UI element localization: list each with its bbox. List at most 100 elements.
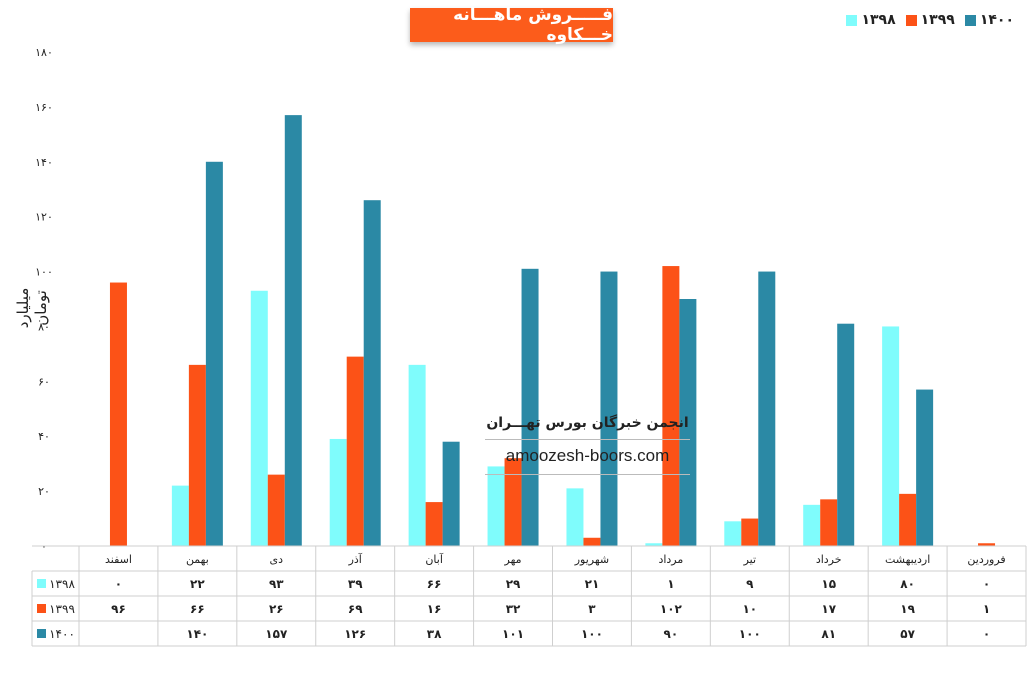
- table-cell-value: ۰: [983, 577, 990, 591]
- y-tick-label: ۶۰: [38, 375, 50, 388]
- legend-label: ۱۳۹۹: [920, 12, 955, 28]
- bar: [521, 268, 539, 546]
- bar: [171, 485, 189, 546]
- table-series-name: ۱۳۹۹: [49, 602, 75, 616]
- table-cell-value: ۳۲: [506, 602, 521, 616]
- table-cell-value: ۱۰۱: [502, 627, 524, 641]
- table-series-swatch: [37, 579, 46, 588]
- bar: [250, 290, 268, 546]
- bar: [803, 504, 821, 546]
- bar: [205, 161, 223, 546]
- y-tick-label: ۱۴۰: [35, 156, 53, 169]
- table-cell-value: ۵۷: [900, 627, 915, 641]
- bar: [724, 521, 742, 546]
- bar: [363, 200, 381, 546]
- bar: [978, 543, 996, 546]
- legend: ۱۳۹۸ ۱۳۹۹ ۱۴۰۰: [846, 12, 1014, 28]
- watermark-org-name: انجمن خبرگان بورس تهـــران: [485, 415, 690, 440]
- table-cell-value: ۱۹: [900, 602, 915, 616]
- category-label: اردیبهشت: [885, 553, 930, 566]
- table-cell-value: ۲۱: [585, 577, 600, 591]
- bar: [600, 271, 618, 546]
- bar: [408, 364, 426, 546]
- table-series-name: ۱۳۹۸: [49, 577, 75, 591]
- y-tick-label: ۱۲۰: [35, 211, 53, 224]
- bar: [346, 356, 364, 546]
- bar: [442, 441, 460, 546]
- category-label: دی: [270, 553, 284, 566]
- bar: [329, 438, 347, 546]
- legend-label: ۱۴۰۰: [979, 12, 1014, 28]
- table-cell-value: ۲۲: [190, 577, 205, 591]
- chart-title: فـــــروش ماهـــانه خـــكاوه: [410, 5, 613, 45]
- category-label: آبان: [425, 552, 443, 566]
- legend-item: ۱۴۰۰: [964, 12, 1014, 28]
- category-label: اسفند: [105, 553, 132, 566]
- y-tick-label: ۱۶۰: [35, 101, 53, 114]
- table-cell-value: ۹۳: [269, 577, 284, 591]
- category-label: مهر: [504, 553, 522, 566]
- table-cell-value: ۱۵: [821, 577, 836, 591]
- category-label: آذر: [348, 552, 363, 566]
- category-label: فروردین: [967, 553, 1005, 566]
- table-cell-value: ۲۹: [506, 577, 521, 591]
- legend-item: ۱۳۹۸: [846, 12, 896, 28]
- bar: [109, 282, 127, 546]
- table-cell-value: ۸۰: [900, 577, 915, 591]
- table-cell-value: ۳: [588, 602, 596, 616]
- table-cell-value: ۳۸: [427, 627, 442, 641]
- bar: [837, 323, 855, 546]
- category-label: بهمن: [186, 553, 209, 566]
- watermark-url: amoozesh-boors.com: [485, 440, 690, 475]
- category-label: تیر: [743, 553, 756, 566]
- legend-swatch: [905, 14, 917, 26]
- table-cell-value: ۱: [667, 577, 674, 591]
- bar: [741, 518, 759, 546]
- y-tick-label: ۲۰: [38, 485, 50, 498]
- table-cell-value: ۹: [746, 577, 754, 591]
- table-cell-value: ۶۹: [348, 602, 363, 616]
- table-cell-value: ۱۰۲: [660, 602, 683, 616]
- bar: [645, 543, 663, 546]
- table-series-name: ۱۴۰۰: [49, 627, 75, 641]
- legend-swatch: [964, 14, 976, 26]
- bar: [758, 271, 776, 546]
- table-series-swatch: [37, 604, 46, 613]
- bar: [504, 458, 522, 546]
- y-tick-label: ۱۰۰: [35, 266, 53, 279]
- legend-swatch: [846, 14, 858, 26]
- table-cell-value: ۰: [983, 627, 990, 641]
- table-cell-value: ۱: [983, 602, 990, 616]
- table-cell-value: ۹۰: [664, 627, 679, 641]
- bar: [425, 502, 443, 546]
- bar: [662, 266, 680, 546]
- bar: [820, 499, 838, 546]
- table-cell-value: ۱۴۰: [186, 627, 208, 641]
- bar: [566, 488, 584, 546]
- table-cell-value: ۱۵۷: [265, 627, 288, 641]
- bar: [188, 364, 206, 546]
- category-label: شهریور: [574, 553, 609, 566]
- table-cell-value: ۶۶: [190, 602, 205, 616]
- bar: [267, 474, 285, 546]
- table-cell-value: ۱۰۰: [581, 627, 603, 641]
- bar: [284, 115, 302, 546]
- bar: [583, 537, 601, 546]
- table-cell-value: ۶۶: [427, 577, 442, 591]
- bar: [899, 493, 917, 546]
- table-cell-value: ۱۷: [821, 602, 836, 616]
- table-cell-value: ۱۶: [427, 602, 442, 616]
- legend-label: ۱۳۹۸: [861, 12, 896, 28]
- table-cell-value: ۰: [115, 577, 122, 591]
- category-label: مرداد: [658, 553, 683, 566]
- bar: [679, 299, 697, 546]
- table-series-swatch: [37, 629, 46, 638]
- bar: [916, 389, 934, 546]
- y-tick-label: ۸۰: [38, 320, 50, 333]
- y-tick-label: ۱۸۰: [35, 46, 53, 59]
- table-cell-value: ۱۰۰: [739, 627, 761, 641]
- table-cell-value: ۳۹: [348, 577, 363, 591]
- table-cell-value: ۲۶: [269, 602, 284, 616]
- watermark: انجمن خبرگان بورس تهـــران amoozesh-boor…: [485, 415, 690, 475]
